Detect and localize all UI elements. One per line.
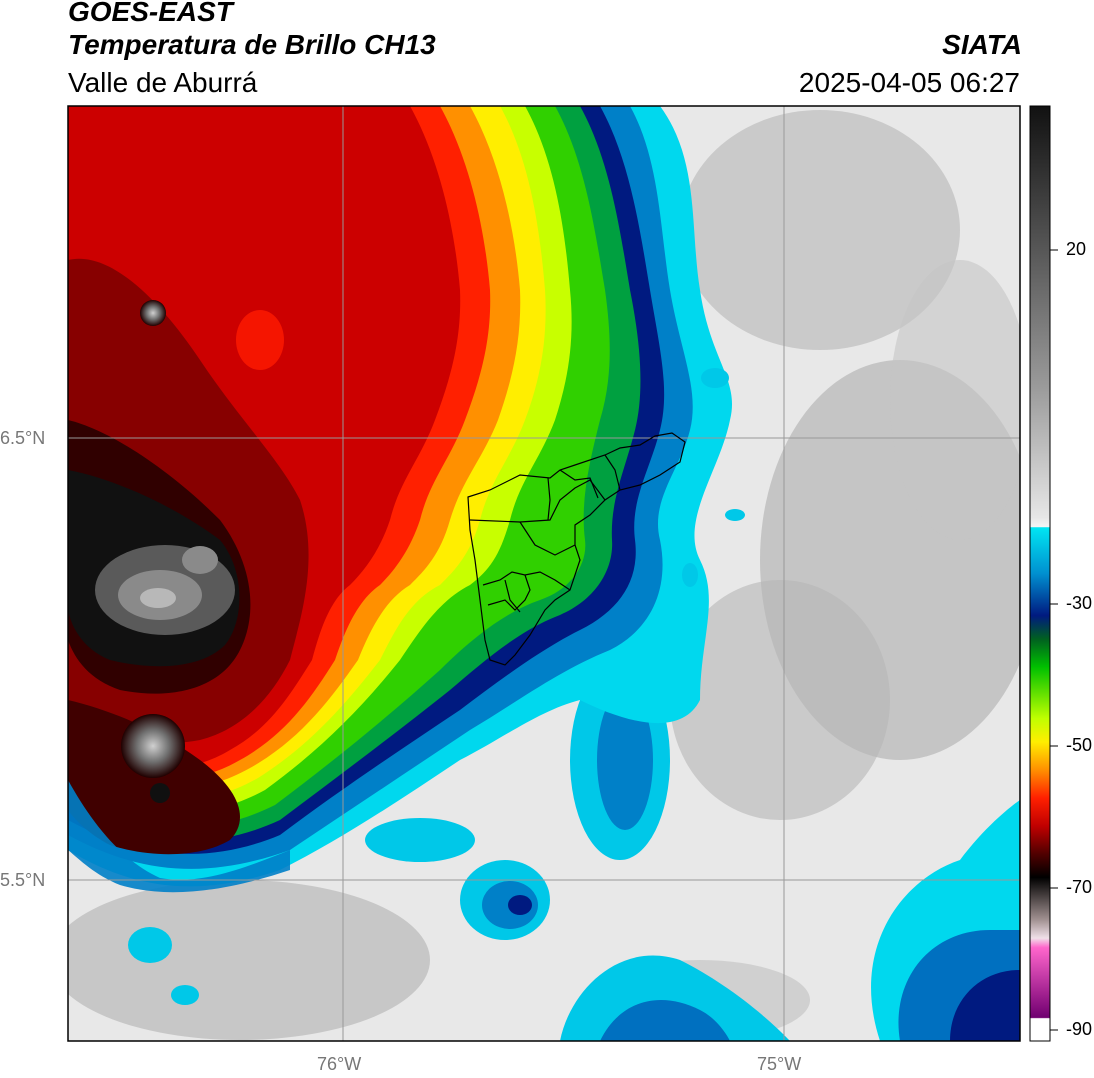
colorbar	[1029, 105, 1058, 1042]
timestamp-label: 2025-04-05 06:27	[798, 67, 1020, 98]
lat-label-6-5: 6.5°N	[0, 428, 46, 448]
map-frame	[67, 105, 1021, 1042]
region-label: Valle de Aburrá	[68, 67, 258, 98]
colorbar-label-m30: -30	[1066, 593, 1093, 613]
lon-label-76: 76°W	[317, 1054, 362, 1074]
colorbar-frame	[1029, 105, 1051, 1042]
satellite-title: GOES-EAST	[68, 0, 233, 27]
brightness-temperature-field	[68, 106, 1020, 1041]
product-title: Temperatura de Brillo CH13	[68, 29, 436, 60]
lon-label-75: 75°W	[757, 1054, 802, 1074]
colorbar-label-m70: -70	[1066, 877, 1093, 897]
lat-label-5-5: 5.5°N	[0, 870, 46, 890]
colorbar-label-m50: -50	[1066, 735, 1093, 755]
colorbar-gradient	[1030, 106, 1050, 1041]
colorbar-label-20: 20	[1066, 239, 1087, 259]
organization-label: SIATA	[942, 29, 1022, 60]
map-gridlines	[68, 106, 1020, 1041]
colorbar-label-m90: -90	[1066, 1019, 1093, 1039]
municipal-boundaries	[467, 432, 686, 666]
